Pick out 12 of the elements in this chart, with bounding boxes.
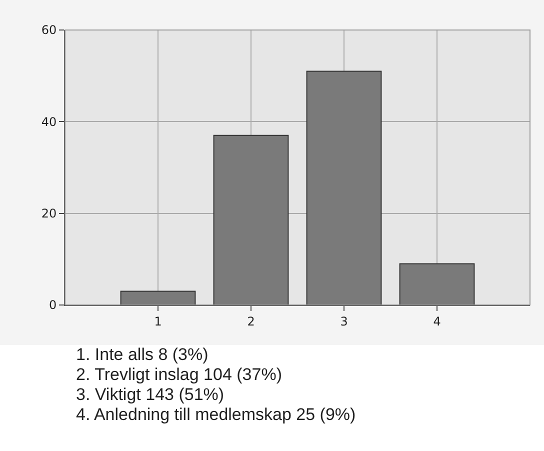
text: 2. Trevligt inslag 104 (37%) — [76, 365, 283, 385]
y-tick-label: 60 — [41, 23, 57, 38]
text: 1. Inte alls 8 (3%) — [76, 345, 210, 365]
text: 4. Anledning till medlemskap 25 (9%) — [76, 405, 357, 425]
text: 3. Viktigt 143 (51%) — [76, 385, 226, 405]
y-tick-label: 20 — [41, 206, 57, 221]
y-tick-label: 0 — [48, 298, 57, 312]
x-tick-label: 2 — [247, 314, 255, 328]
x-tick-label: 1 — [154, 314, 162, 328]
x-tick-label: 4 — [433, 314, 441, 328]
x-tick-label: 3 — [340, 314, 348, 328]
y-tick-label: 40 — [41, 114, 57, 129]
